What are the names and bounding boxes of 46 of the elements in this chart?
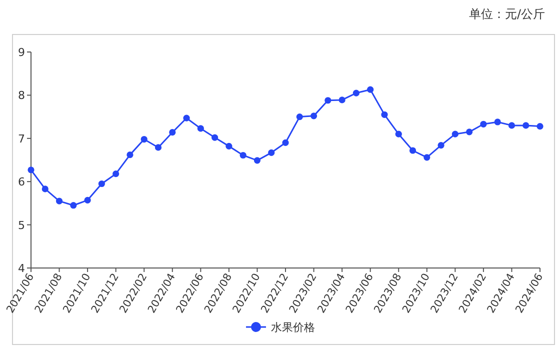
point (154, 144, 162, 151)
point (140, 136, 148, 143)
point (395, 130, 402, 138)
point (268, 149, 275, 156)
point (56, 198, 63, 204)
point (183, 114, 190, 122)
y-tick-label: 9 (18, 46, 25, 59)
legend: 水果价格 (246, 321, 315, 334)
point (381, 111, 388, 118)
point (480, 120, 487, 128)
point (338, 96, 346, 104)
point (70, 202, 77, 209)
point (438, 142, 444, 149)
point (42, 186, 48, 192)
point (508, 122, 516, 129)
point (226, 142, 232, 150)
point (126, 152, 134, 158)
point (282, 139, 289, 146)
point (197, 125, 204, 132)
point (296, 114, 303, 120)
point (254, 157, 261, 164)
point (352, 90, 360, 96)
point (112, 170, 120, 178)
point (466, 128, 473, 136)
y-tick-label: 4 (18, 262, 25, 275)
point (522, 122, 530, 129)
point (409, 147, 416, 154)
point (494, 118, 501, 126)
point (452, 130, 458, 138)
point (98, 180, 105, 188)
point (240, 152, 246, 159)
point (536, 123, 544, 130)
point (310, 112, 318, 120)
y-tick-label: 6 (18, 176, 25, 189)
y-tick-label: 7 (18, 132, 25, 146)
point (367, 86, 374, 93)
point (28, 166, 34, 174)
point (84, 196, 91, 204)
y-tick-label: 8 (18, 89, 25, 102)
legend-label: 水果价格 (271, 321, 315, 334)
point (424, 154, 430, 161)
point (212, 134, 218, 141)
y-tick-label: 5 (18, 218, 25, 232)
point (324, 97, 332, 104)
text: 单位：元/公斤 (468, 7, 545, 21)
point (169, 129, 176, 136)
